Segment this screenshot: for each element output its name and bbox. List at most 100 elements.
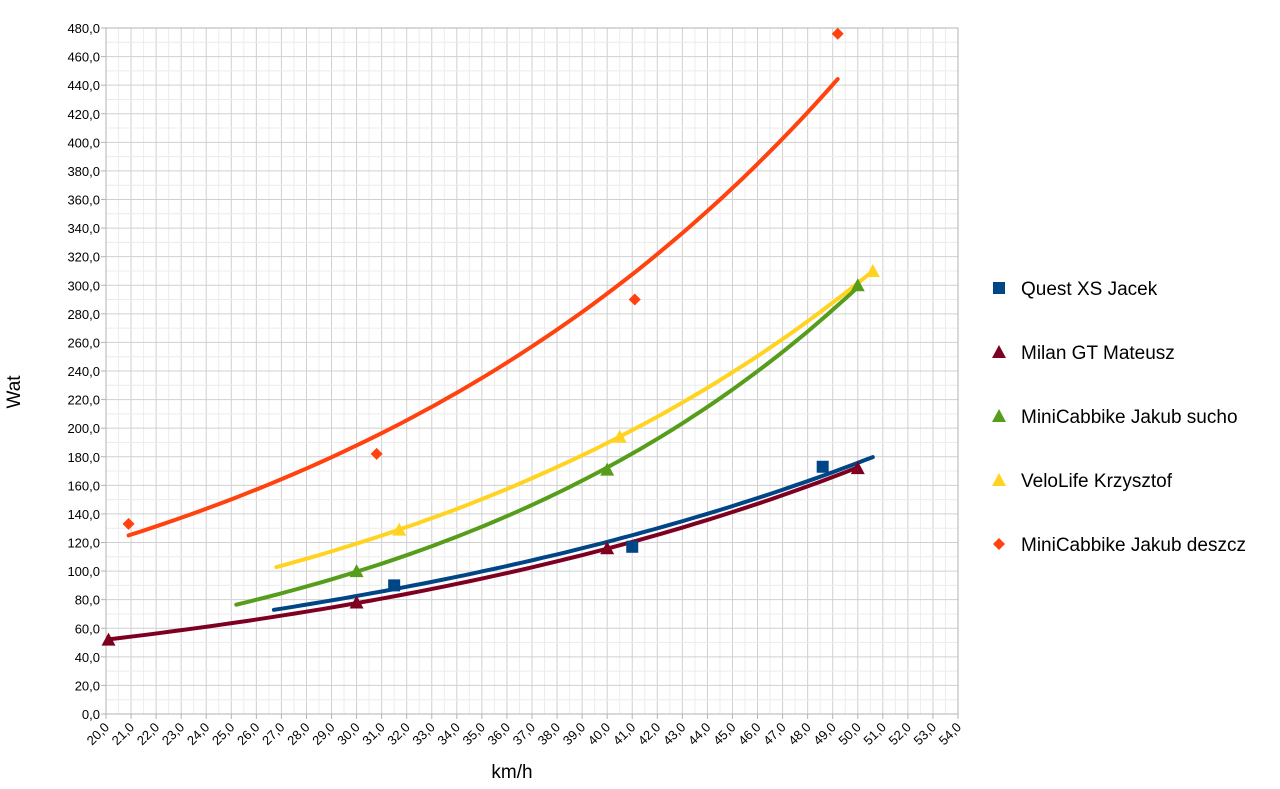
trendline-velolife-krzysztof (274, 269, 875, 570)
y-tick-label: 200,0 (67, 421, 100, 436)
y-tick-label: 20,0 (75, 678, 100, 693)
data-point-quest-xs-jacek (388, 579, 401, 592)
y-tick-label: 300,0 (67, 278, 100, 293)
axes: 0,0 20,0 40,0 60,0 80,0 100,0 120,0 140,0 160,0 1… (67, 21, 964, 748)
y-tick-label: 0,0 (82, 707, 100, 722)
data-point-minicabbike-jakub-sucho (600, 462, 615, 476)
y-tick-label: 240,0 (67, 364, 100, 379)
x-tick-label: 48,0 (785, 720, 814, 749)
x-tick-label: 36,0 (485, 720, 514, 749)
y-tick-label: 320,0 (67, 250, 100, 265)
x-tick-label: 41,0 (610, 720, 639, 749)
x-tick-label: 37,0 (510, 720, 539, 749)
x-tick-label: 40,0 (585, 720, 614, 749)
x-tick-label: 23,0 (159, 720, 188, 749)
x-tick-label: 54,0 (936, 720, 965, 749)
data-point-minicabbike-jakub-sucho (349, 564, 364, 578)
x-tick-label: 51,0 (860, 720, 889, 749)
y-tick-label: 220,0 (67, 393, 100, 408)
legend-label-quest-xs-jacek: Quest XS Jacek (1021, 279, 1158, 300)
legend-item-quest-xs-jacek: Quest XS Jacek (993, 279, 1158, 300)
legend-label-velolife-krzysztof: VeloLife Krzysztof (1021, 471, 1173, 492)
y-tick-label: 60,0 (75, 621, 100, 636)
data-point-velolife-krzysztof (612, 429, 627, 443)
x-tick-label: 53,0 (911, 720, 940, 749)
y-tick-label: 120,0 (67, 536, 100, 551)
x-tick-label: 28,0 (284, 720, 313, 749)
x-tick-label: 42,0 (635, 720, 664, 749)
y-tick-label: 360,0 (67, 193, 100, 208)
legend-marker-minicabbike-jakub-sucho (992, 409, 1006, 422)
y-tick-label: 380,0 (67, 164, 100, 179)
data-point-quest-xs-jacek (816, 460, 829, 473)
trendline-minicabbike-jakub-deszcz (126, 77, 840, 538)
y-tick-label: 100,0 (67, 564, 100, 579)
x-tick-label: 43,0 (660, 720, 689, 749)
data-point-milan-gt-mateusz (600, 541, 615, 555)
data-point-milan-gt-mateusz (349, 595, 364, 609)
data-point-milan-gt-mateusz (850, 461, 865, 475)
x-tick-label: 52,0 (885, 720, 914, 749)
x-tick-label: 38,0 (535, 720, 564, 749)
data-point-minicabbike-jakub-deszcz (122, 517, 135, 530)
x-tick-label: 44,0 (685, 720, 714, 749)
x-tick-label: 45,0 (710, 720, 739, 749)
legend-item-minicabbike-jakub-deszcz: MiniCabbike Jakub deszcz (993, 535, 1246, 556)
trendlines (106, 77, 875, 642)
data-point-minicabbike-jakub-deszcz (831, 27, 844, 40)
legend-item-minicabbike-jakub-sucho: MiniCabbike Jakub sucho (992, 407, 1238, 428)
x-tick-label: 34,0 (434, 720, 463, 749)
y-tick-label: 440,0 (67, 78, 100, 93)
x-tick-label: 26,0 (234, 720, 263, 749)
x-tick-label: 49,0 (810, 720, 839, 749)
y-tick-label: 40,0 (75, 650, 100, 665)
trendline-milan-gt-mateusz (106, 465, 860, 642)
y-tick-label: 480,0 (67, 21, 100, 36)
grid (105, 27, 959, 715)
x-tick-label: 24,0 (184, 720, 213, 749)
y-tick-label: 180,0 (67, 450, 100, 465)
x-tick-label: 33,0 (409, 720, 438, 749)
legend-marker-milan-gt-mateusz (992, 345, 1006, 358)
y-tick-label: 280,0 (67, 307, 100, 322)
legend-item-velolife-krzysztof: VeloLife Krzysztof (992, 471, 1173, 492)
x-tick-label: 25,0 (209, 720, 238, 749)
legend-marker-velolife-krzysztof (992, 473, 1006, 486)
data-point-quest-xs-jacek (626, 540, 639, 553)
y-tick-label: 140,0 (67, 507, 100, 522)
y-tick-label: 400,0 (67, 135, 100, 150)
x-axis-title: km/h (491, 762, 532, 783)
y-axis-title: Wat (4, 375, 25, 409)
legend-label-minicabbike-jakub-sucho: MiniCabbike Jakub sucho (1021, 407, 1238, 428)
data-point-velolife-krzysztof (865, 263, 880, 277)
x-tick-label: 29,0 (309, 720, 338, 749)
legend-item-milan-gt-mateusz: Milan GT Mateusz (992, 343, 1175, 364)
legend-label-milan-gt-mateusz: Milan GT Mateusz (1021, 343, 1175, 364)
legend: Quest XS Jacek Milan GT Mateusz MiniCabbik… (992, 279, 1246, 556)
x-tick-label: 39,0 (560, 720, 589, 749)
x-tick-label: 21,0 (109, 720, 138, 749)
x-tick-label: 27,0 (259, 720, 288, 749)
legend-marker-quest-xs-jacek (993, 282, 1005, 294)
data-point-velolife-krzysztof (392, 522, 407, 536)
x-tick-label: 22,0 (134, 720, 163, 749)
data-points (101, 27, 880, 646)
x-tick-label: 31,0 (359, 720, 388, 749)
x-tick-label: 35,0 (459, 720, 488, 749)
trendline-quest-xs-jacek (271, 455, 875, 612)
x-tick-label: 46,0 (735, 720, 764, 749)
x-tick-label: 32,0 (384, 720, 413, 749)
y-tick-label: 80,0 (75, 593, 100, 608)
data-point-minicabbike-jakub-deszcz (628, 293, 641, 306)
data-point-minicabbike-jakub-deszcz (370, 447, 383, 460)
trendline-minicabbike-jakub-sucho (234, 285, 860, 607)
y-tick-label: 460,0 (67, 50, 100, 65)
legend-label-minicabbike-jakub-deszcz: MiniCabbike Jakub deszcz (1021, 535, 1246, 556)
y-tick-label: 160,0 (67, 478, 100, 493)
x-tick-label: 50,0 (835, 720, 864, 749)
y-tick-label: 260,0 (67, 335, 100, 350)
data-point-milan-gt-mateusz (101, 632, 116, 646)
y-tick-label: 420,0 (67, 107, 100, 122)
